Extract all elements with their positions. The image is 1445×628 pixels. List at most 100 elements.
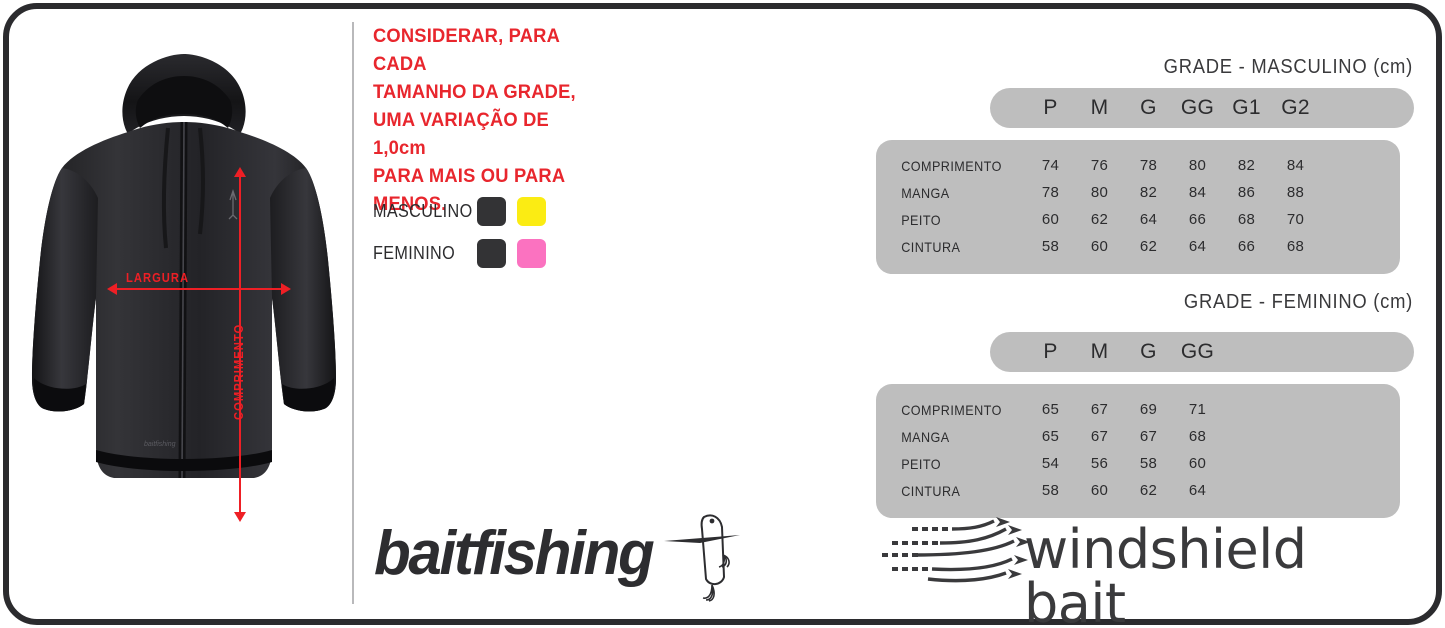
row-label: MANGA — [901, 428, 950, 445]
table-cell: 80 — [1188, 157, 1207, 174]
feminino-table-body: COMPRIMENTO 65 67 69 71 MANGA 65 67 67 6… — [876, 384, 1400, 518]
table-cell: 68 — [1286, 238, 1305, 255]
table-cell: 66 — [1188, 211, 1207, 228]
jacket-panel: baitfishing LARGURA COMPRIMENTO — [18, 48, 348, 522]
masculino-size-header: GG — [1180, 96, 1215, 119]
width-measurement-label: LARGURA — [126, 270, 190, 285]
masculino-size-header: G1 — [1232, 96, 1261, 119]
feminino-size-header: G — [1140, 340, 1157, 363]
table-cell: 62 — [1090, 211, 1109, 228]
table-cell: 71 — [1188, 401, 1207, 418]
table-cell: 60 — [1188, 455, 1207, 472]
table-cell: 58 — [1041, 238, 1060, 255]
masculino-table-title: GRADE - MASCULINO (cm) — [1163, 56, 1413, 78]
masculino-table-body: COMPRIMENTO 74 76 78 80 82 84 MANGA 78 8… — [876, 140, 1400, 274]
table-cell: 64 — [1188, 238, 1207, 255]
table-cell: 80 — [1090, 184, 1109, 201]
table-cell: 65 — [1041, 401, 1060, 418]
legend-label-feminino: FEMININO — [373, 242, 456, 263]
table-cell: 64 — [1139, 211, 1158, 228]
table-cell: 70 — [1286, 211, 1305, 228]
note-line-1: CONSIDERAR, PARA CADA — [373, 25, 560, 75]
width-measurement-arrow — [107, 283, 291, 295]
note-line-5: MENOS. — [373, 193, 447, 215]
table-cell: 56 — [1090, 455, 1109, 472]
row-label: CINTURA — [901, 238, 961, 255]
baitfishing-wordmark: baitfishing — [374, 519, 655, 588]
table-cell: 68 — [1237, 211, 1256, 228]
row-label: COMPRIMENTO — [901, 401, 1002, 418]
legend-row-masculino: MASCULINO — [373, 190, 573, 232]
note-line-4: PARA MAIS OU PARA — [373, 165, 566, 187]
table-row: MANGA 78 80 82 84 86 88 — [876, 179, 1400, 206]
color-legend: MASCULINO FEMININO — [373, 190, 573, 274]
table-row: CINTURA 58 60 62 64 66 68 — [876, 233, 1400, 260]
swatch-feminino-pink — [517, 238, 546, 268]
table-row: MANGA 65 67 67 68 — [876, 423, 1400, 450]
legend-row-feminino: FEMININO — [373, 232, 573, 274]
vertical-divider — [352, 22, 354, 604]
table-cell: 62 — [1139, 482, 1158, 499]
feminino-table-header-row: P M G GG — [990, 332, 1414, 372]
table-cell: 54 — [1041, 455, 1060, 472]
table-cell: 60 — [1090, 482, 1109, 499]
fishing-lure-icon — [664, 514, 740, 602]
table-row: CINTURA 58 60 62 64 — [876, 477, 1400, 504]
table-cell: 82 — [1139, 184, 1158, 201]
row-label: CINTURA — [901, 482, 961, 499]
windshield-bait-wordmark: windshield bait — [1024, 518, 1307, 628]
row-label: MANGA — [901, 184, 950, 201]
table-row: PEITO 60 62 64 66 68 70 — [876, 206, 1400, 233]
masculino-size-header: G — [1140, 96, 1157, 119]
jacket-photo: baitfishing — [32, 54, 336, 479]
table-cell: 58 — [1041, 482, 1060, 499]
swatch-masculino-black — [477, 196, 506, 226]
table-cell: 67 — [1090, 401, 1109, 418]
table-cell: 88 — [1286, 184, 1305, 201]
table-cell: 62 — [1139, 238, 1158, 255]
row-label: PEITO — [901, 211, 942, 228]
length-measurement-label: COMPRIMENTO — [231, 323, 246, 420]
table-cell: 78 — [1041, 184, 1060, 201]
legend-label-masculino: MASCULINO — [373, 200, 473, 221]
variation-note: CONSIDERAR, PARA CADA TAMANHO DA GRADE, … — [373, 22, 589, 218]
baitfishing-logo: baitfishing — [374, 505, 744, 609]
masculino-size-header: G2 — [1281, 96, 1310, 119]
row-label: PEITO — [901, 455, 942, 472]
table-cell: 86 — [1237, 184, 1256, 201]
length-measurement-arrow — [234, 167, 246, 522]
table-row: COMPRIMENTO 65 67 69 71 — [876, 396, 1400, 423]
windshield-bait-logo: windshield bait — [878, 517, 1406, 628]
note-line-2: TAMANHO DA GRADE, — [373, 81, 576, 103]
feminino-size-header: M — [1090, 340, 1109, 363]
swatch-masculino-yellow — [517, 196, 546, 226]
table-cell: 65 — [1041, 428, 1060, 445]
svg-text:baitfishing: baitfishing — [144, 441, 176, 448]
table-cell: 84 — [1286, 157, 1305, 174]
table-row: PEITO 54 56 58 60 — [876, 450, 1400, 477]
feminino-size-header: P — [1043, 340, 1058, 363]
masculino-size-header: M — [1090, 96, 1109, 119]
airflow-arrows-icon — [882, 517, 1030, 583]
table-cell: 68 — [1188, 428, 1207, 445]
row-label: COMPRIMENTO — [901, 157, 1002, 174]
table-cell: 78 — [1139, 157, 1158, 174]
table-cell: 67 — [1139, 428, 1158, 445]
table-cell: 69 — [1139, 401, 1158, 418]
masculino-size-header: P — [1043, 96, 1058, 119]
table-cell: 76 — [1090, 157, 1109, 174]
table-cell: 67 — [1090, 428, 1109, 445]
table-cell: 60 — [1041, 211, 1060, 228]
masculino-table-header-row: P M G GG G1 G2 — [990, 88, 1414, 128]
table-cell: 84 — [1188, 184, 1207, 201]
note-line-3: UMA VARIAÇÃO DE 1,0cm — [373, 109, 549, 159]
table-cell: 66 — [1237, 238, 1256, 255]
table-cell: 64 — [1188, 482, 1207, 499]
table-row: COMPRIMENTO 74 76 78 80 82 84 — [876, 152, 1400, 179]
feminino-table-title: GRADE - FEMININO (cm) — [1183, 291, 1413, 313]
table-cell: 60 — [1090, 238, 1109, 255]
swatch-feminino-black — [477, 238, 506, 268]
table-cell: 74 — [1041, 157, 1060, 174]
feminino-size-header: GG — [1180, 340, 1215, 363]
